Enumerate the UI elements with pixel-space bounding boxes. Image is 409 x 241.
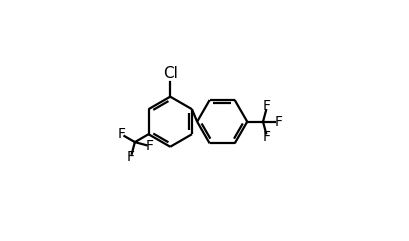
Text: Cl: Cl [162,66,177,81]
Text: F: F [117,127,125,141]
Text: F: F [263,130,270,144]
Text: F: F [126,150,135,164]
Text: F: F [274,115,282,129]
Text: F: F [146,139,154,153]
Text: F: F [263,100,270,114]
